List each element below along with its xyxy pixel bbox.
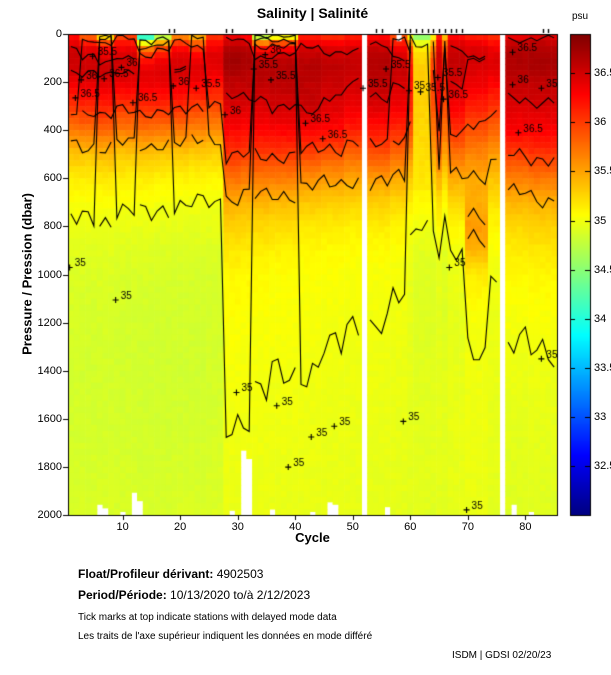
colorbar-tick-label: 33.5: [594, 361, 611, 374]
colorbar-tick-label: 35.5: [594, 165, 611, 178]
x-axis-tick-label: 40: [289, 521, 302, 533]
y-axis-tick-label: 2000: [37, 509, 62, 521]
y-axis-tick-label: 1000: [37, 268, 62, 281]
y-axis-tick-label: 200: [43, 76, 62, 89]
y-axis-tick-label: 800: [43, 220, 62, 233]
period-value: 10/13/2020 to/à 2/12/2023: [170, 588, 311, 602]
colorbar-tick-label: 34.5: [594, 263, 611, 276]
colorbar: [570, 34, 590, 515]
y-axis-tick-label: 400: [43, 124, 62, 137]
float-id-label: Float/Profileur dérivant:: [78, 567, 214, 581]
chart-title: Salinity | Salinité: [256, 5, 369, 21]
y-axis-tick-label: 600: [43, 172, 62, 185]
colorbar-tick-label: 35: [594, 214, 607, 227]
note-french: Les traits de l'axe supérieur indiquent …: [78, 631, 373, 642]
x-axis-tick-label: 50: [346, 521, 359, 533]
colorbar-tick-label: 36.5: [594, 67, 611, 80]
source-stamp: ISDM | GDSI 02/20/23: [452, 650, 552, 661]
x-axis-tick-label: 20: [174, 521, 187, 533]
x-axis-tick-label: 30: [231, 521, 244, 533]
y-axis-tick-label: 1400: [37, 364, 62, 377]
x-axis-tick-label: 10: [116, 521, 129, 533]
note-english: Tick marks at top indicate stations with…: [78, 612, 337, 623]
x-axis-label: Cycle: [295, 530, 330, 545]
colorbar-unit-label: psu: [571, 11, 589, 22]
y-axis-tick-label: 1600: [37, 412, 62, 425]
float-id-value: 4902503: [216, 567, 264, 581]
y-axis-tick-label: 1800: [37, 460, 62, 473]
y-axis-tick-label: 1200: [37, 316, 62, 329]
x-axis-tick-label: 80: [519, 521, 532, 533]
period-label: Period/Période:: [78, 588, 167, 602]
float-id-line: Float/Profileur dérivant: 4902503: [78, 567, 263, 581]
colorbar-tick-label: 32.5: [594, 459, 611, 472]
y-axis-tick-label: 0: [55, 28, 62, 40]
colorbar-tick-label: 36: [594, 116, 607, 129]
period-line: Period/Période: 10/13/2020 to/à 2/12/202…: [78, 588, 310, 602]
x-axis-tick-label: 70: [461, 521, 474, 533]
x-axis-tick-label: 60: [404, 521, 417, 533]
colorbar-tick-label: 33: [594, 410, 607, 423]
colorbar-tick-label: 34: [594, 312, 607, 325]
